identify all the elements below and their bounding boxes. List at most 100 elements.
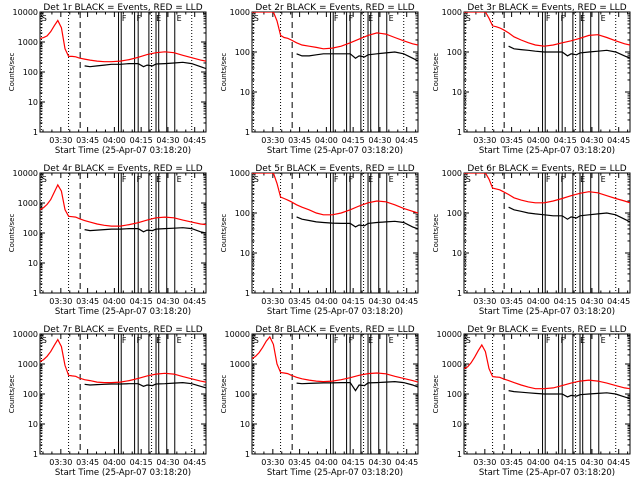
y-tick-label: 10000 (13, 169, 38, 178)
marker-tag: E (177, 336, 182, 345)
x-tick-label: 04:15 (130, 297, 153, 306)
y-tick-label: 1 (33, 289, 38, 298)
lld-series-line (40, 19, 206, 63)
x-tick-label: 04:30 (368, 297, 391, 306)
x-tick-label: 03:45 (500, 297, 523, 306)
y-tick-label: 100 (23, 390, 38, 399)
y-tick-label: 10 (240, 249, 250, 258)
x-tick-label: 04:45 (183, 297, 206, 306)
y-axis-label: Counts/sec (220, 375, 228, 414)
x-axis-label: Start Time (25-Apr-07 03:18:20) (267, 146, 403, 156)
x-tick-label: 04:15 (554, 458, 577, 467)
y-axis-label: Counts/sec (220, 53, 228, 92)
chart-title: Det 1r BLACK = Events, RED = LLD (43, 3, 202, 13)
x-axis-label: Start Time (25-Apr-07 03:18:20) (55, 146, 191, 156)
x-tick-label: 03:30 (49, 458, 72, 467)
marker-tag: E (156, 175, 161, 184)
x-tick-label: 04:00 (315, 297, 338, 306)
lld-series-line (40, 183, 206, 227)
y-tick-label: 100 (235, 209, 250, 218)
x-tick-label: 03:45 (288, 458, 311, 467)
x-tick-label: 03:30 (473, 297, 496, 306)
marker-tag: S (254, 14, 259, 23)
x-tick-label: 03:45 (76, 297, 99, 306)
x-tick-label: 04:45 (395, 297, 418, 306)
x-tick-label: 04:45 (607, 297, 630, 306)
lld-series-line (464, 173, 630, 204)
marker-tag: E (156, 14, 161, 23)
x-tick-label: 03:45 (500, 458, 523, 467)
marker-tag: E (601, 336, 606, 345)
lld-series-line (464, 12, 630, 47)
marker-tag: E (389, 14, 394, 23)
y-tick-label: 100 (235, 48, 250, 57)
plot-frame (251, 172, 419, 294)
x-axis-label: Start Time (25-Apr-07 03:18:20) (479, 146, 615, 156)
marker-tag: S (42, 336, 47, 345)
y-axis-label: Counts/sec (432, 53, 440, 92)
y-tick-label: 10 (240, 88, 250, 97)
marker-tag: F (136, 175, 141, 184)
marker-tag: S (254, 175, 259, 184)
marker-tag: E (177, 175, 182, 184)
y-tick-label: 10 (452, 420, 462, 429)
marker-tag: E (156, 336, 161, 345)
y-axis-label: Counts/sec (432, 375, 440, 414)
chart-panel-1: Det 1r BLACK = Events, RED = LLD 1 10 100 10… (8, 3, 207, 156)
y-tick-label: 100 (235, 390, 250, 399)
marker-tag: E (601, 175, 606, 184)
x-tick-label: 03:45 (288, 136, 311, 145)
chart-panel-5: Det 5r BLACK = Events, RED = LLD 1 10 100 10… (220, 164, 419, 317)
marker-tag: E (368, 175, 373, 184)
marker-tag: S (254, 336, 259, 345)
marker-tag: F (122, 14, 127, 23)
y-tick-label: 100 (447, 390, 462, 399)
y-tick-label: 1000 (18, 38, 38, 47)
marker-tag: E (389, 175, 394, 184)
chart-title: Det 5r BLACK = Events, RED = LLD (255, 164, 414, 174)
x-tick-label: 04:00 (527, 458, 550, 467)
lld-series-line (252, 12, 418, 50)
chart-title: Det 7r BLACK = Events, RED = LLD (43, 325, 202, 335)
lld-series-line (464, 343, 630, 390)
x-tick-label: 04:15 (554, 136, 577, 145)
events-series-line (508, 390, 630, 400)
y-tick-label: 1 (245, 450, 250, 459)
marker-tag: S (466, 175, 471, 184)
x-tick-label: 03:45 (500, 136, 523, 145)
x-tick-label: 04:00 (527, 136, 550, 145)
plot-frame (39, 333, 207, 455)
marker-tag: F (546, 14, 551, 23)
y-tick-label: 100 (447, 48, 462, 57)
plot-frame (251, 333, 419, 455)
y-tick-label: 10 (240, 420, 250, 429)
y-tick-label: 10 (28, 98, 38, 107)
marker-tag: F (334, 336, 339, 345)
marker-tag: F (122, 336, 127, 345)
events-series-line (508, 206, 630, 223)
x-tick-label: 04:15 (130, 136, 153, 145)
marker-tag: F (546, 175, 551, 184)
marker-tag: S (42, 175, 47, 184)
plot-frame (463, 11, 631, 133)
y-axis-label: Counts/sec (8, 53, 16, 92)
events-series-line (84, 61, 206, 70)
y-tick-label: 1 (33, 128, 38, 137)
chart-title: Det 8r BLACK = Events, RED = LLD (255, 325, 414, 335)
chart-panel-6: Det 6r BLACK = Events, RED = LLD 1 10 100 10… (432, 164, 631, 317)
lld-series-line (252, 335, 418, 383)
x-axis-label: Start Time (25-Apr-07 03:18:20) (267, 307, 403, 317)
x-tick-label: 03:30 (261, 458, 284, 467)
x-tick-label: 03:30 (261, 136, 284, 145)
x-tick-label: 03:30 (261, 297, 284, 306)
marker-tag: S (42, 14, 47, 23)
x-tick-label: 04:00 (315, 136, 338, 145)
y-axis-label: Counts/sec (220, 214, 228, 253)
y-axis-label: Counts/sec (8, 214, 16, 253)
x-tick-label: 04:30 (156, 458, 179, 467)
marker-tag: F (560, 336, 565, 345)
y-tick-label: 100 (447, 209, 462, 218)
marker-tag: E (368, 336, 373, 345)
marker-tag: F (334, 175, 339, 184)
